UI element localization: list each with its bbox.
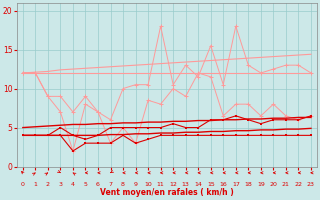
X-axis label: Vent moyen/en rafales ( km/h ): Vent moyen/en rafales ( km/h )	[100, 188, 234, 197]
